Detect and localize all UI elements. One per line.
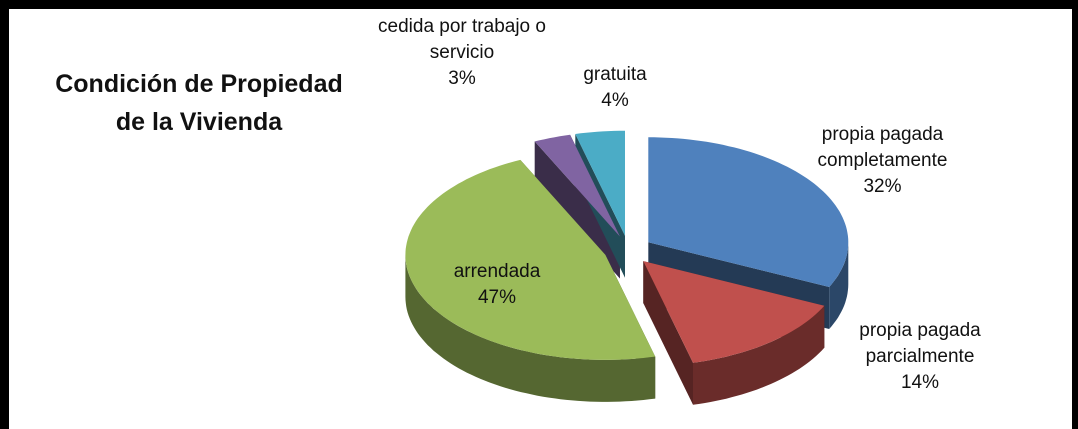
value-label: 14% <box>900 372 940 393</box>
value-label: 4% <box>601 90 629 111</box>
category-label: gratuita <box>583 64 647 85</box>
slice-side <box>405 254 656 402</box>
data-label: gratuita 4% <box>560 62 670 114</box>
category-label: cedida por trabajo o servicio <box>378 16 546 63</box>
category-label: propia pagada completamente <box>817 124 948 171</box>
value-label: 32% <box>863 176 902 197</box>
slice-wall <box>643 261 693 405</box>
chart-title: Condición de Propiedad de la Vivienda <box>55 70 343 136</box>
slice-wall <box>534 141 620 279</box>
category-label: arrendada <box>453 261 541 282</box>
data-label: propia pagada parcialmente 14% <box>840 318 1000 396</box>
data-label: propia pagada completamente 32% <box>800 122 965 200</box>
slice <box>405 159 656 360</box>
slice-side <box>829 242 849 329</box>
slice <box>648 137 849 287</box>
value-label: 47% <box>477 287 517 308</box>
data-label: cedida por trabajo o servicio 3% <box>372 14 552 92</box>
category-label: propia pagada parcialmente <box>859 320 981 367</box>
data-label: arrendada 47% <box>427 259 567 311</box>
slice-side <box>693 305 825 405</box>
slice <box>534 134 620 237</box>
value-label: 3% <box>448 68 476 89</box>
slice <box>575 130 625 236</box>
slice <box>643 261 825 363</box>
